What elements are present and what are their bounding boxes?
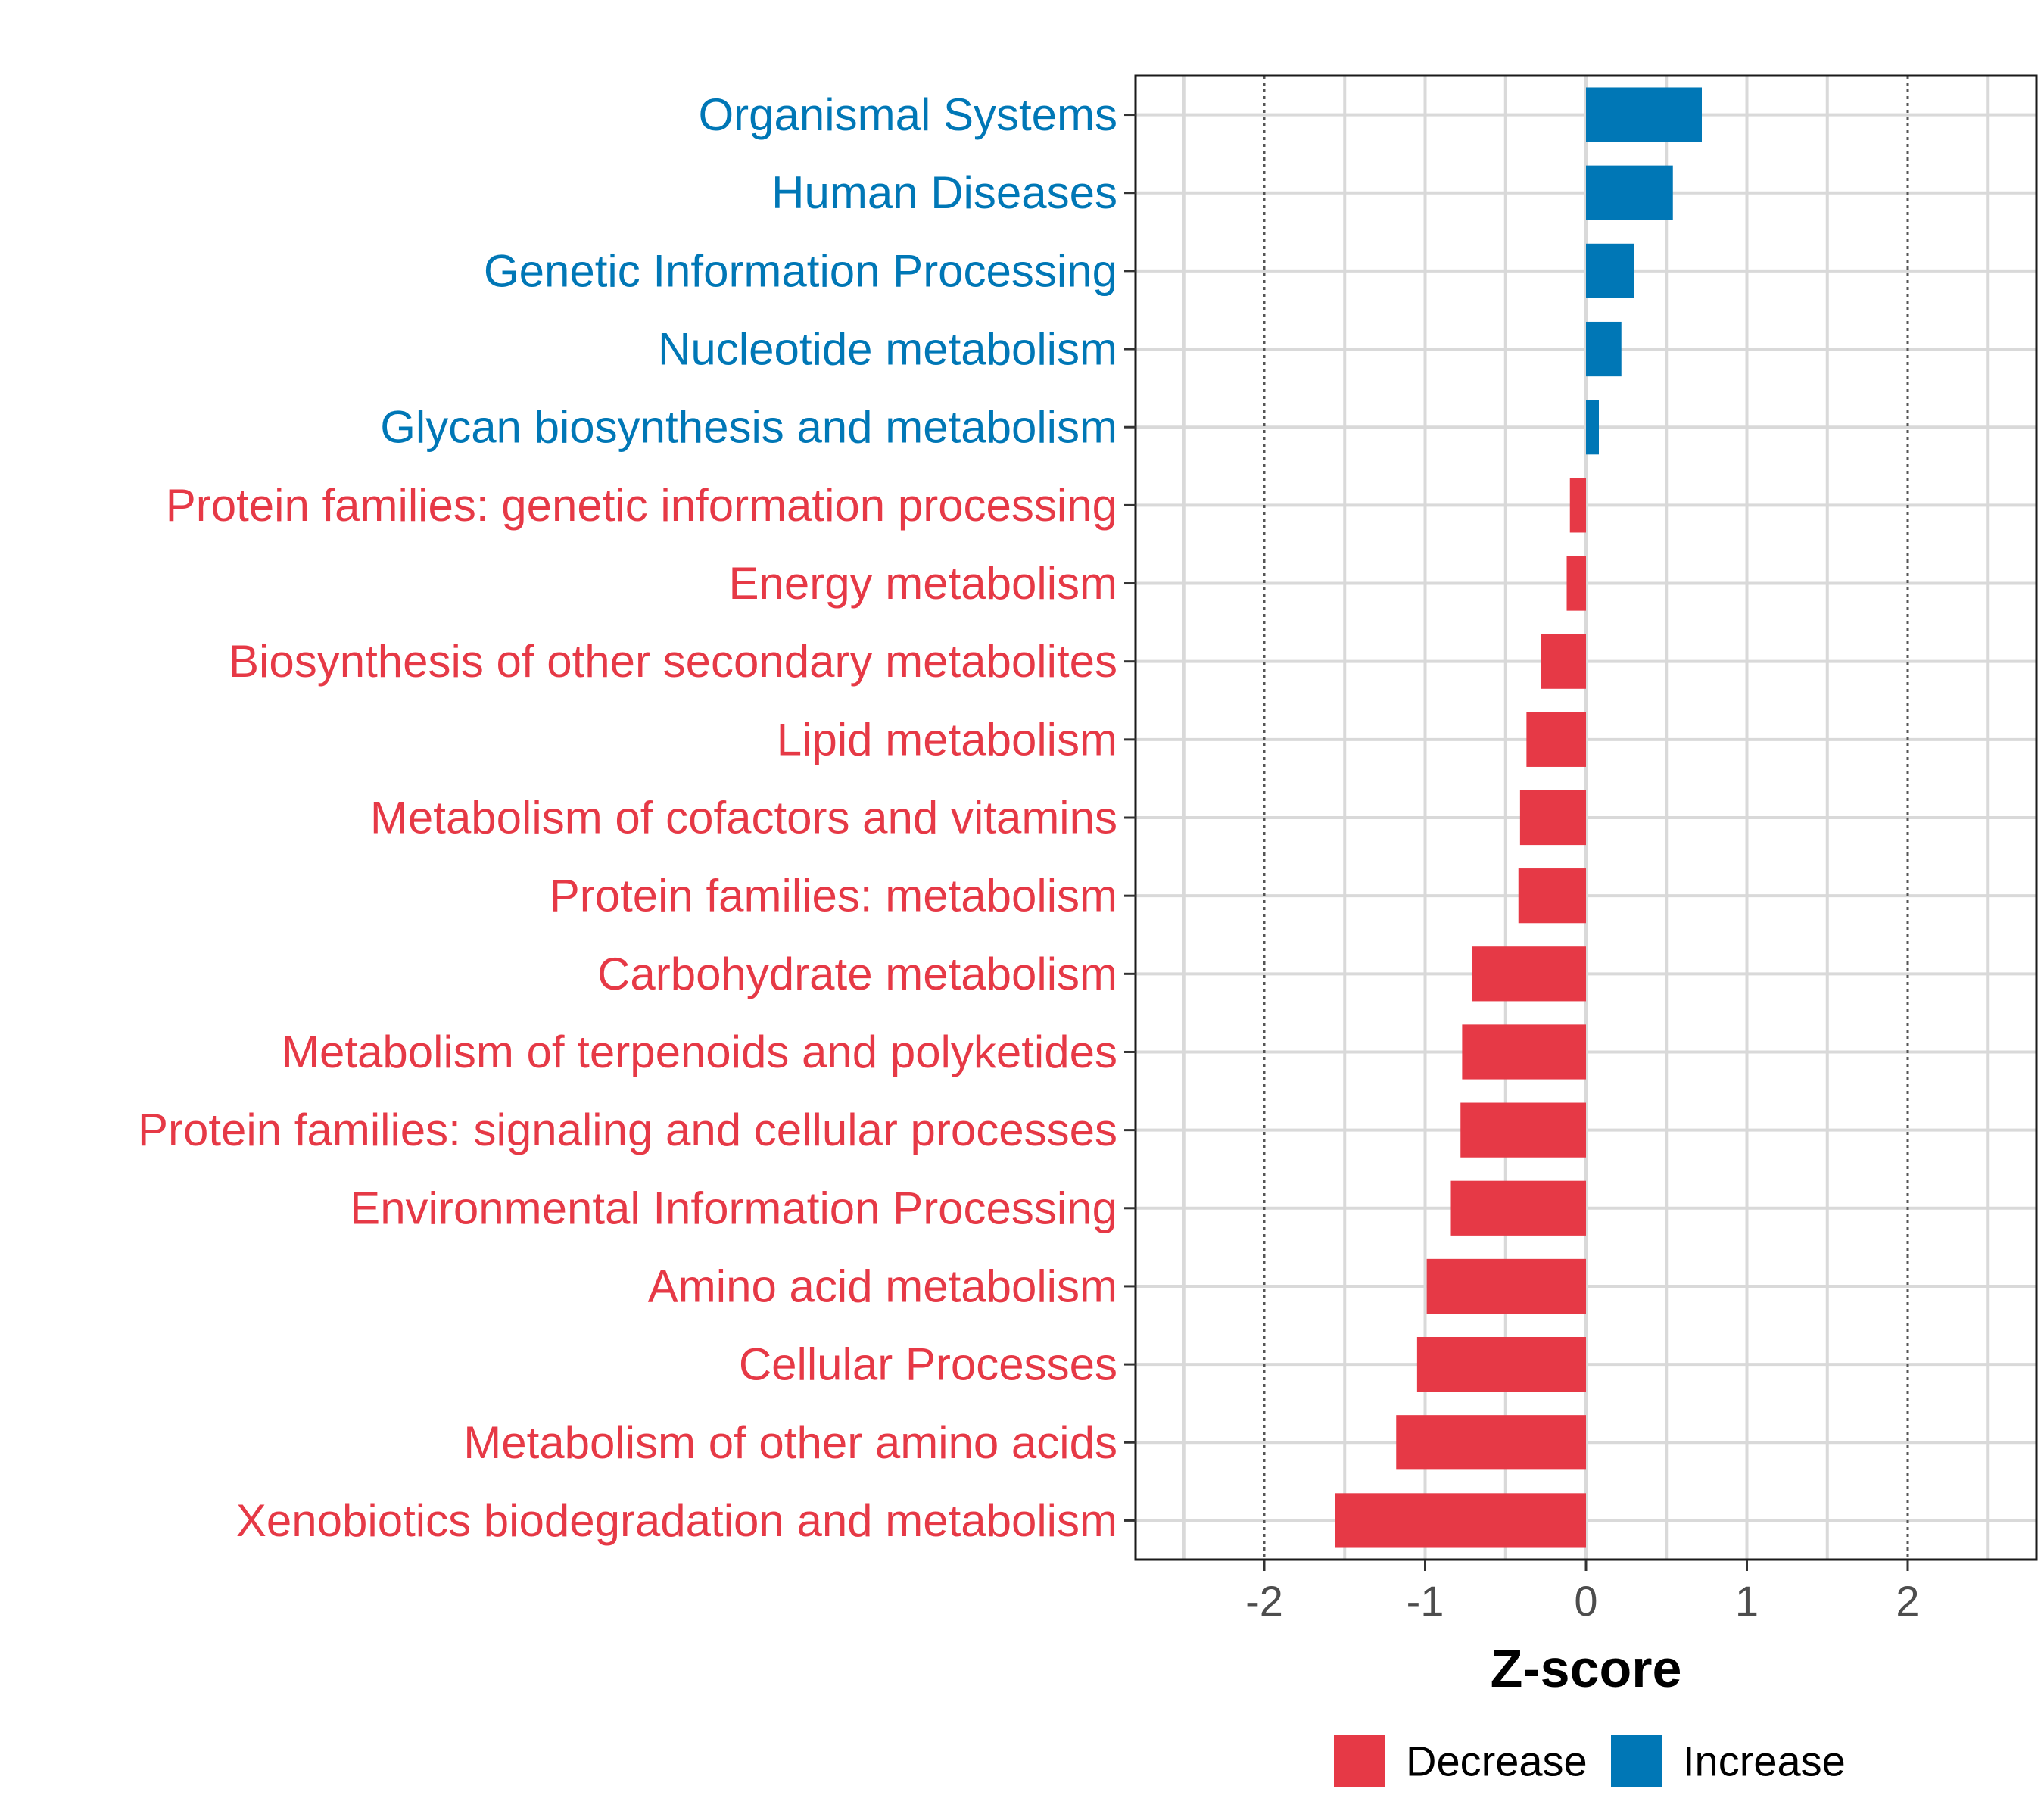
bar-decrease xyxy=(1416,1337,1586,1392)
category-label: Amino acid metabolism xyxy=(648,1261,1117,1311)
bar-decrease xyxy=(1526,712,1586,767)
x-tick-label: -2 xyxy=(1245,1577,1283,1625)
category-label: Metabolism of cofactors and vitamins xyxy=(370,793,1117,843)
bar-increase xyxy=(1586,87,1702,142)
bar-increase xyxy=(1586,165,1673,220)
legend: Decrease Increase xyxy=(1334,1735,1846,1787)
x-tick-label: 1 xyxy=(1735,1577,1759,1625)
category-label: Xenobiotics biodegradation and metabolis… xyxy=(236,1495,1117,1546)
x-axis-ticks: -2 -1 0 1 2 xyxy=(1245,1560,1920,1625)
category-label: Nucleotide metabolism xyxy=(658,324,1117,375)
x-axis-title: Z-score xyxy=(1491,1639,1682,1698)
legend-label-increase: Increase xyxy=(1683,1738,1846,1785)
bar-decrease xyxy=(1566,556,1586,611)
x-tick-label: 0 xyxy=(1574,1577,1597,1625)
legend-swatch-decrease xyxy=(1334,1735,1385,1787)
y-axis-ticks: Organismal Systems Human Diseases Genetic … xyxy=(138,89,1136,1546)
bar-decrease xyxy=(1396,1415,1586,1470)
bar-increase xyxy=(1586,321,1622,377)
bar-decrease xyxy=(1519,790,1586,846)
category-label: Metabolism of terpenoids and polyketides xyxy=(282,1027,1117,1077)
category-label: Metabolism of other amino acids xyxy=(463,1417,1117,1468)
x-tick-label: 2 xyxy=(1896,1577,1919,1625)
bar-decrease xyxy=(1569,478,1586,533)
category-label: Protein families: metabolism xyxy=(550,871,1117,921)
bar-decrease xyxy=(1462,1024,1586,1080)
bar-decrease xyxy=(1472,946,1586,1002)
bar-decrease xyxy=(1518,868,1586,924)
bar-decrease xyxy=(1426,1258,1586,1314)
category-label: Glycan biosynthesis and metabolism xyxy=(380,402,1117,453)
category-label: Energy metabolism xyxy=(728,558,1117,609)
bar-increase xyxy=(1586,400,1599,455)
category-label: Protein families: signaling and cellular… xyxy=(138,1105,1117,1155)
bar-increase xyxy=(1586,243,1634,298)
category-label: Biosynthesis of other secondary metaboli… xyxy=(229,636,1117,687)
category-label: Protein families: genetic information pr… xyxy=(166,480,1117,531)
legend-swatch-increase xyxy=(1611,1735,1662,1787)
legend-label-decrease: Decrease xyxy=(1406,1738,1588,1785)
category-label: Lipid metabolism xyxy=(777,714,1117,765)
category-label: Genetic Information Processing xyxy=(484,245,1117,296)
category-label: Organismal Systems xyxy=(699,89,1117,140)
category-label: Environmental Information Processing xyxy=(350,1183,1117,1233)
category-label: Human Diseases xyxy=(771,167,1117,218)
category-label: Cellular Processes xyxy=(739,1339,1117,1390)
bars xyxy=(1335,87,1702,1548)
bar-decrease xyxy=(1450,1180,1586,1236)
bar-decrease xyxy=(1335,1493,1586,1548)
bar-decrease xyxy=(1541,634,1586,689)
category-label: Carbohydrate metabolism xyxy=(597,949,1117,999)
x-tick-label: -1 xyxy=(1407,1577,1444,1625)
bar-decrease xyxy=(1460,1102,1586,1158)
